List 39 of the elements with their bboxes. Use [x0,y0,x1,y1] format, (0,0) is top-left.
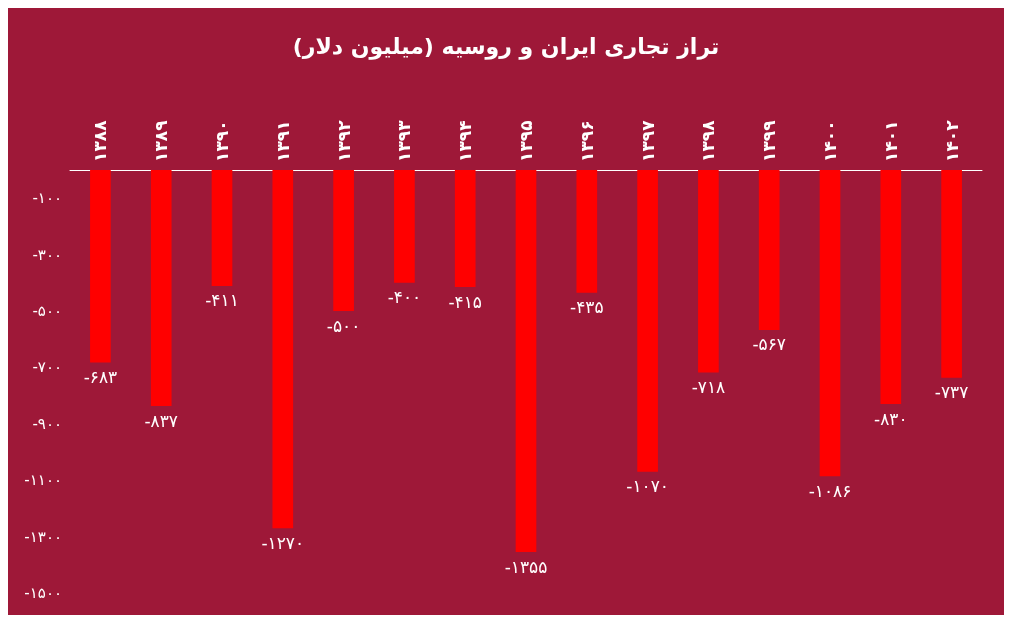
data-label: -۶۸۳ [83,367,118,388]
x-tick-label: ۱۳۸۹ [151,119,172,162]
x-tick-label: ۱۳۹۹ [759,119,780,162]
y-tick-label: -۱۳۰۰ [24,527,62,546]
data-label: -۸۳۰ [874,408,908,429]
x-tick-label: ۱۴۰۱ [880,120,901,162]
data-label: -۸۳۷ [144,410,178,431]
data-label: -۷۱۸ [691,376,726,397]
y-tick-label: -۱۰۰ [32,189,62,208]
y-tick-label: -۱۱۰۰ [24,471,62,490]
x-tick-label: ۱۳۹۷ [637,119,658,162]
y-tick-label: -۹۰۰ [32,414,62,433]
data-label: -۱۳۵۵ [504,556,548,577]
data-label: -۴۱۱ [205,290,239,311]
x-tick-label: ۱۳۹۶ [576,120,597,162]
y-tick-label: -۱۵۰۰ [24,584,62,602]
x-tick-label: ۱۳۹۰ [212,120,232,162]
data-label: -۴۰۰ [387,287,422,308]
data-label: -۷۳۷ [934,382,969,403]
chart-title: تراز تجاری ایران و روسیه (میلیون دلار) [292,33,720,60]
x-tick-label: ۱۳۹۳ [394,119,415,162]
x-tick-label: ۱۳۹۱ [272,120,293,162]
y-tick-label: -۳۰۰ [32,245,62,264]
data-label: -۱۰۸۶ [808,480,852,501]
data-label: -۵۰۰ [326,315,361,336]
x-tick-label: ۱۳۸۸ [90,119,111,162]
x-tick-label: ۱۳۹۸ [698,119,719,162]
x-tick-label: ۱۳۹۵ [516,120,536,162]
x-tick-label: ۱۳۹۴ [455,120,476,162]
y-tick-label: -۵۰۰ [32,302,62,320]
data-label: -۴۱۵ [448,291,482,312]
data-label: -۴۳۵ [570,297,604,318]
y-tick-label: -۷۰۰ [32,358,62,377]
x-tick-label: ۱۴۰۰ [820,120,840,162]
data-label: -۱۰۷۰ [626,476,669,497]
x-tick-label: ۱۴۰۲ [941,119,962,162]
x-tick-label: ۱۳۹۲ [333,119,354,162]
data-label: -۱۲۷۰ [261,532,305,553]
data-label: -۵۶۷ [752,334,786,355]
